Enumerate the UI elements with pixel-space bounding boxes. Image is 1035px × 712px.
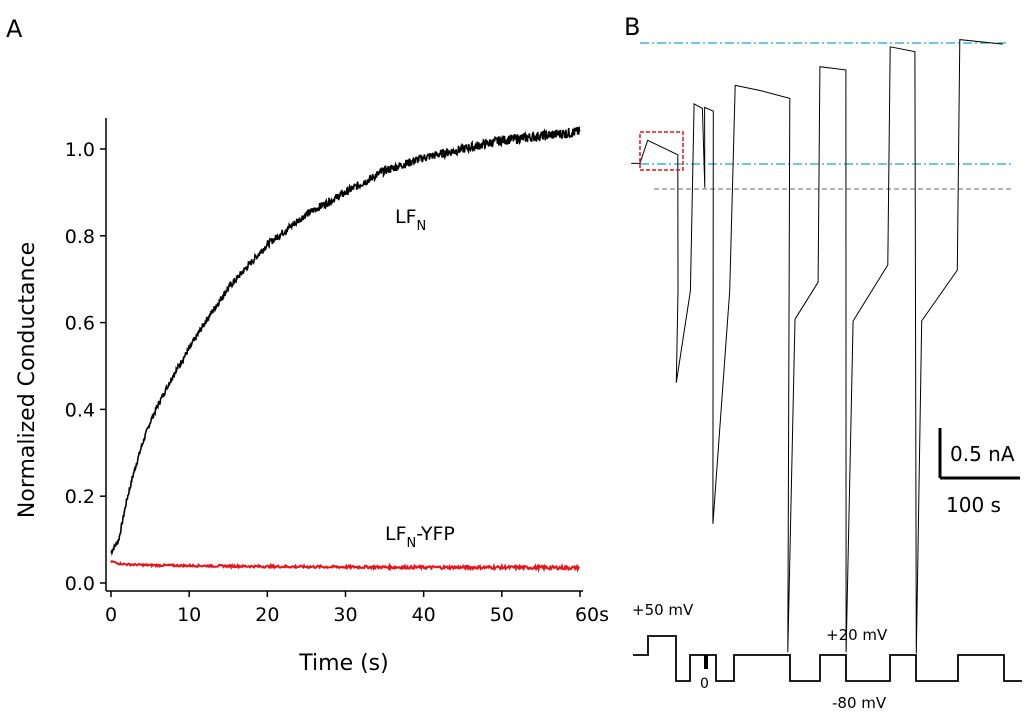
y-tick-label: 0.6 — [65, 313, 95, 335]
voltage-plus50-label: +50 mV — [632, 601, 694, 619]
voltage-protocol — [633, 635, 1022, 682]
panel-b-letter: B — [624, 13, 640, 41]
series-label-lfn-sub: N — [417, 219, 427, 234]
series-label-yfp-sub: N — [407, 536, 417, 551]
x-tick-label: 30 — [333, 604, 357, 626]
x-tick-label: 50 — [490, 604, 514, 626]
voltage-plus20-label: +20 mV — [826, 626, 888, 644]
y-tick-label: 0.8 — [65, 226, 95, 248]
y-tick-label: 0.2 — [65, 486, 95, 508]
panel-a-letter: A — [6, 15, 23, 43]
x-tick-label: 20 — [255, 604, 279, 626]
series-lfn-line — [110, 126, 581, 556]
x-tick-label: 60s — [575, 604, 609, 626]
panel-a-chart: 0.0 0.2 0.4 0.6 0.8 1.0 0 10 20 30 40 50 60s — [65, 118, 609, 626]
y-tick-label: 1.0 — [65, 139, 95, 161]
series-label-lfn: LFN — [395, 206, 426, 234]
x-tick-label: 0 — [105, 604, 117, 626]
y-axis-label: Normalized Conductance — [15, 242, 40, 518]
highlight-box — [639, 131, 684, 171]
zero-mv-step-marker — [704, 655, 708, 669]
y-tick-label: 0.4 — [65, 399, 95, 421]
x-ticks: 0 10 20 30 40 50 60s — [105, 591, 609, 626]
voltage-minus80-label: -80 mV — [832, 694, 887, 712]
y-ticks: 0.0 0.2 0.4 0.6 0.8 1.0 — [65, 139, 106, 595]
x-axis-label: Time (s) — [298, 651, 388, 676]
series-label-lfn-yfp: LFN-YFP — [385, 523, 455, 551]
voltage-zero-label: 0 — [700, 676, 709, 692]
series-label-yfp-main: LF — [385, 523, 407, 545]
series-label-yfp-suffix: -YFP — [416, 523, 455, 545]
series-lfn-yfp-line — [110, 559, 581, 574]
scale-current-label: 0.5 nA — [950, 442, 1015, 466]
scale-time-label: 100 s — [946, 493, 1001, 517]
current-trace — [631, 39, 1003, 654]
y-tick-label: 0.0 — [65, 573, 95, 595]
x-tick-label: 10 — [177, 604, 201, 626]
x-tick-label: 40 — [412, 604, 436, 626]
series-label-lfn-main: LF — [395, 206, 417, 228]
